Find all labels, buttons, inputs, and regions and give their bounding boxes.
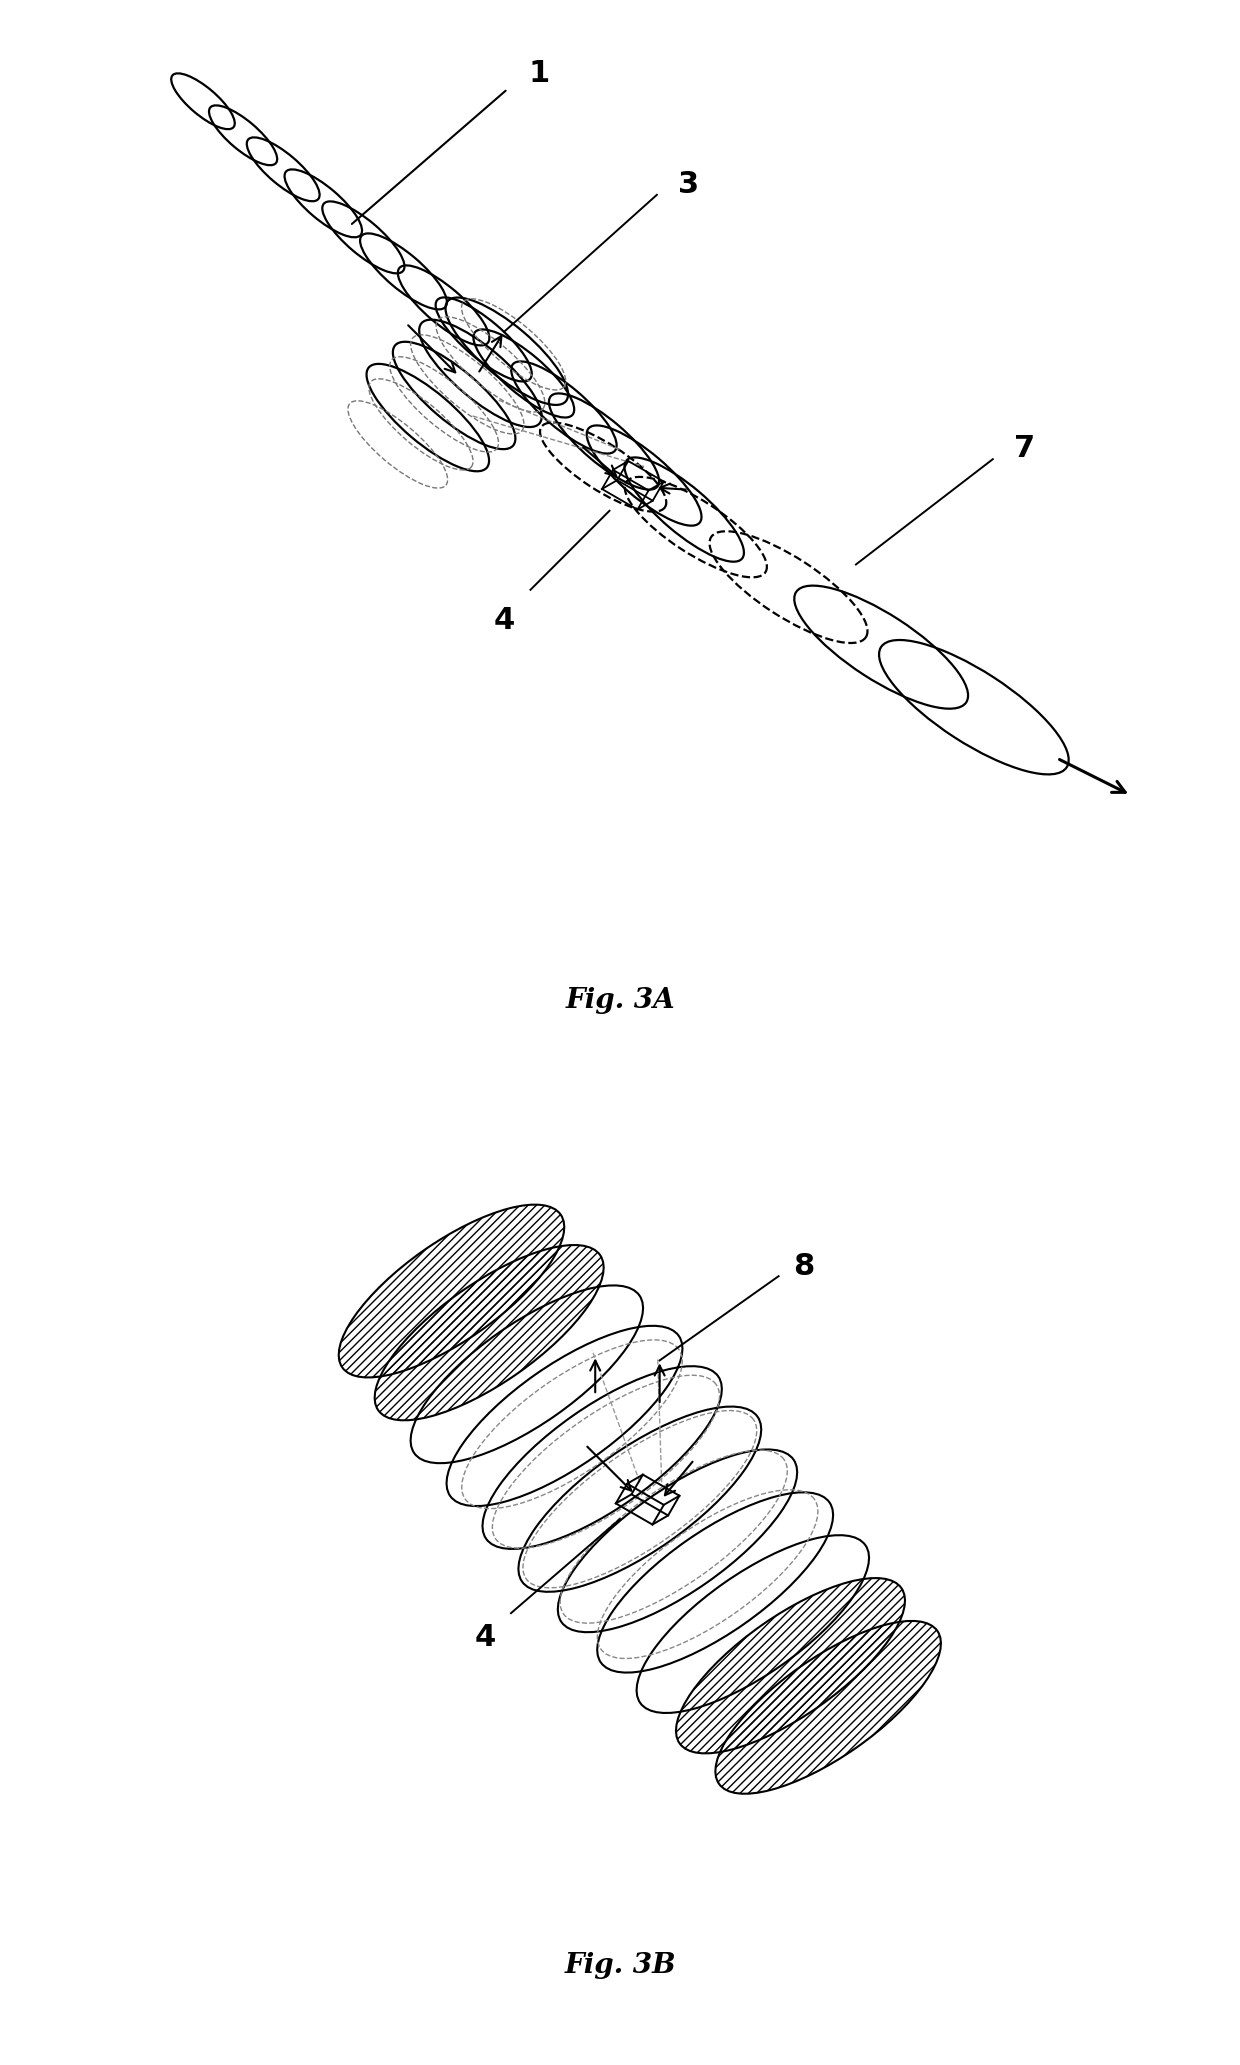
Text: 7: 7 <box>1014 434 1035 463</box>
Text: Fig. 3A: Fig. 3A <box>565 987 675 1014</box>
Text: 4: 4 <box>475 1623 496 1652</box>
Text: 1: 1 <box>528 58 551 87</box>
Text: 8: 8 <box>794 1251 815 1280</box>
Text: 3: 3 <box>678 169 699 198</box>
Text: Fig. 3B: Fig. 3B <box>564 1951 676 1978</box>
Text: 4: 4 <box>494 605 515 634</box>
